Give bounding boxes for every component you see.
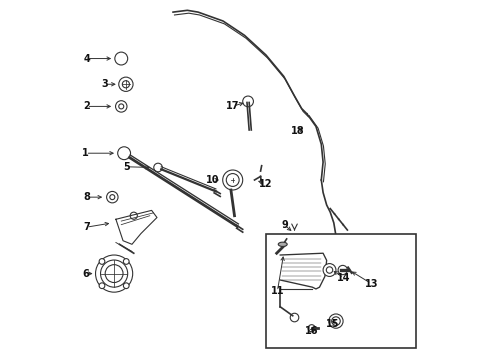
Text: 12: 12: [258, 179, 271, 189]
Text: 6: 6: [82, 269, 89, 279]
Text: 5: 5: [123, 162, 130, 172]
Circle shape: [122, 81, 129, 88]
Bar: [265, 234, 415, 348]
Text: 14: 14: [336, 273, 350, 283]
Circle shape: [115, 101, 127, 112]
Text: 11: 11: [270, 287, 284, 296]
Circle shape: [325, 267, 332, 273]
Circle shape: [123, 283, 129, 289]
Text: 10: 10: [206, 175, 220, 185]
Circle shape: [99, 258, 104, 264]
Ellipse shape: [278, 242, 286, 247]
Text: 16: 16: [305, 326, 318, 336]
Text: 18: 18: [290, 126, 304, 136]
Text: 8: 8: [83, 192, 90, 202]
Text: 1: 1: [82, 148, 89, 158]
Polygon shape: [280, 253, 326, 289]
Polygon shape: [116, 210, 157, 244]
Circle shape: [99, 283, 104, 289]
Text: 13: 13: [364, 279, 377, 289]
Circle shape: [123, 258, 129, 264]
Text: 17: 17: [226, 101, 239, 111]
Text: 15: 15: [325, 319, 339, 329]
Text: 2: 2: [83, 102, 90, 111]
Circle shape: [119, 77, 133, 91]
Circle shape: [106, 192, 118, 203]
Text: 7: 7: [83, 222, 90, 232]
Text: 3: 3: [102, 79, 108, 89]
Circle shape: [119, 104, 123, 109]
Circle shape: [110, 195, 115, 200]
Text: 9: 9: [281, 220, 287, 230]
Text: 4: 4: [83, 54, 90, 64]
Circle shape: [323, 264, 335, 276]
